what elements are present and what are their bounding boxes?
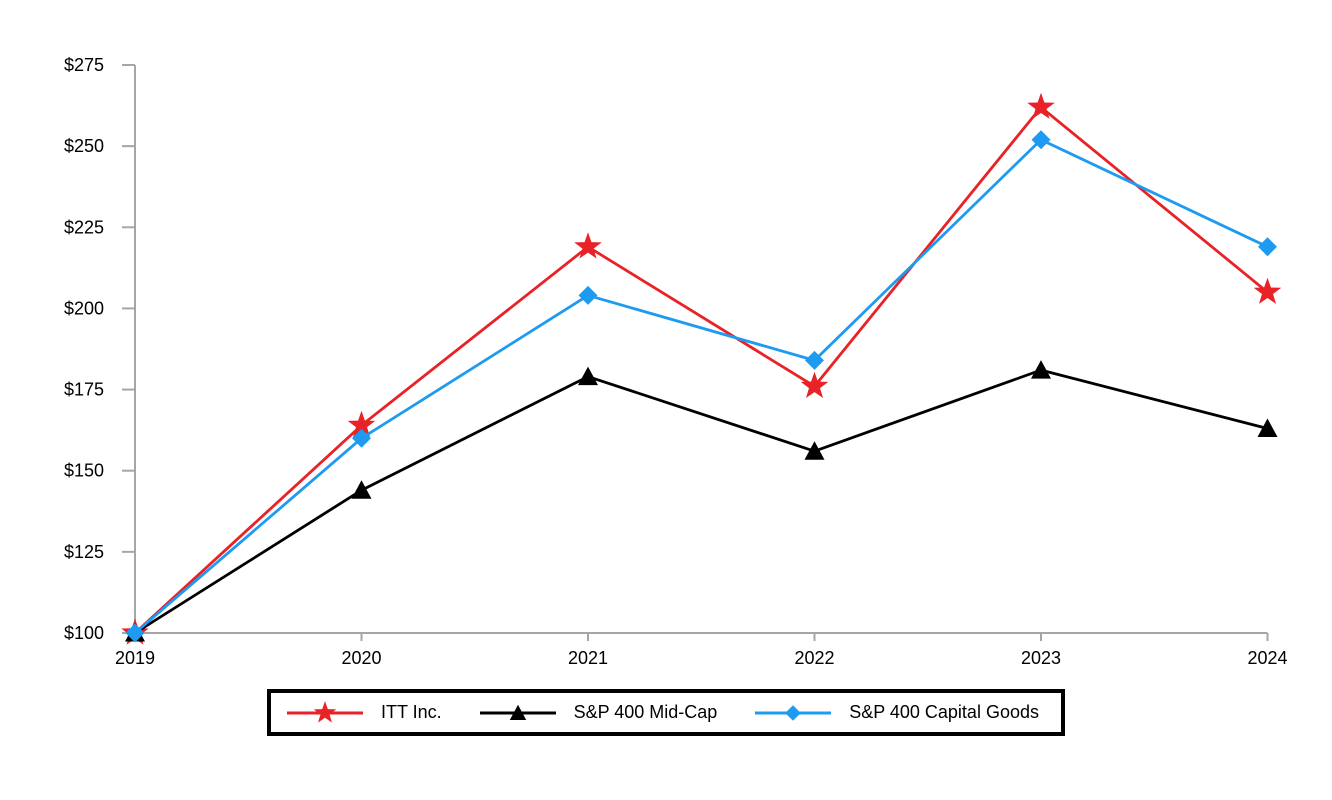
triangle-marker-icon	[1257, 418, 1278, 437]
x-tick-label: 2019	[115, 648, 155, 668]
legend: ITT Inc. S&P 400 Mid-Cap S&P 400 Capital…	[267, 689, 1065, 736]
sp400-capital-goods-line-diamond-icon	[755, 704, 832, 721]
x-tick-label: 2021	[568, 648, 608, 668]
series-line-1	[134, 368, 1268, 635]
series-line-2	[134, 138, 1269, 635]
series-line-0	[134, 105, 1269, 635]
y-tick-label: $175	[64, 380, 104, 400]
y-tick-label: $150	[64, 461, 104, 481]
legend-item-sp400-capital-goods: S&P 400 Capital Goods	[753, 697, 1039, 729]
itt-line-star-icon	[287, 700, 363, 723]
diamond-marker-icon	[785, 704, 801, 721]
star-marker-icon	[800, 371, 829, 399]
triangle-marker-icon	[804, 441, 825, 460]
x-tick-label: 2024	[1247, 648, 1287, 668]
y-tick-label: $100	[64, 623, 104, 643]
x-tick-label: 2020	[341, 648, 381, 668]
sp400-midcap-line-triangle-icon	[479, 704, 556, 720]
y-tick-label: $275	[64, 55, 104, 75]
y-tick-label: $125	[64, 542, 104, 562]
diamond-marker-icon	[578, 285, 598, 305]
star-marker-icon	[1027, 92, 1055, 119]
y-tick-label: $200	[64, 298, 104, 318]
legend-label-itt: ITT Inc.	[381, 702, 442, 722]
legend-label-sp400-midcap: S&P 400 Mid-Cap	[573, 702, 718, 722]
diamond-marker-icon	[125, 623, 145, 643]
diamond-marker-icon	[352, 428, 371, 448]
triangle-marker-icon	[1031, 360, 1051, 379]
y-tick-label: $250	[64, 136, 104, 156]
y-tick-label: $225	[64, 217, 104, 237]
legend-item-sp400-midcap: S&P 400 Mid-Cap	[478, 697, 718, 729]
triangle-marker-icon	[351, 480, 372, 499]
diamond-marker-icon	[805, 350, 824, 370]
x-tick-label: 2023	[1021, 648, 1061, 668]
diamond-marker-icon	[1258, 237, 1277, 257]
star-marker-icon	[1253, 277, 1282, 304]
legend-label-sp400-capital-goods: S&P 400 Capital Goods	[849, 702, 1039, 722]
star-marker-icon	[347, 410, 376, 438]
triangle-marker-icon	[578, 366, 598, 386]
triangle-marker-icon	[509, 704, 526, 720]
legend-item-itt: ITT Inc.	[285, 697, 442, 729]
axis-lines	[134, 65, 1268, 634]
star-marker-icon	[313, 700, 337, 723]
star-marker-icon	[574, 232, 602, 259]
x-tick-label: 2022	[794, 648, 834, 668]
diamond-marker-icon	[1031, 130, 1051, 150]
